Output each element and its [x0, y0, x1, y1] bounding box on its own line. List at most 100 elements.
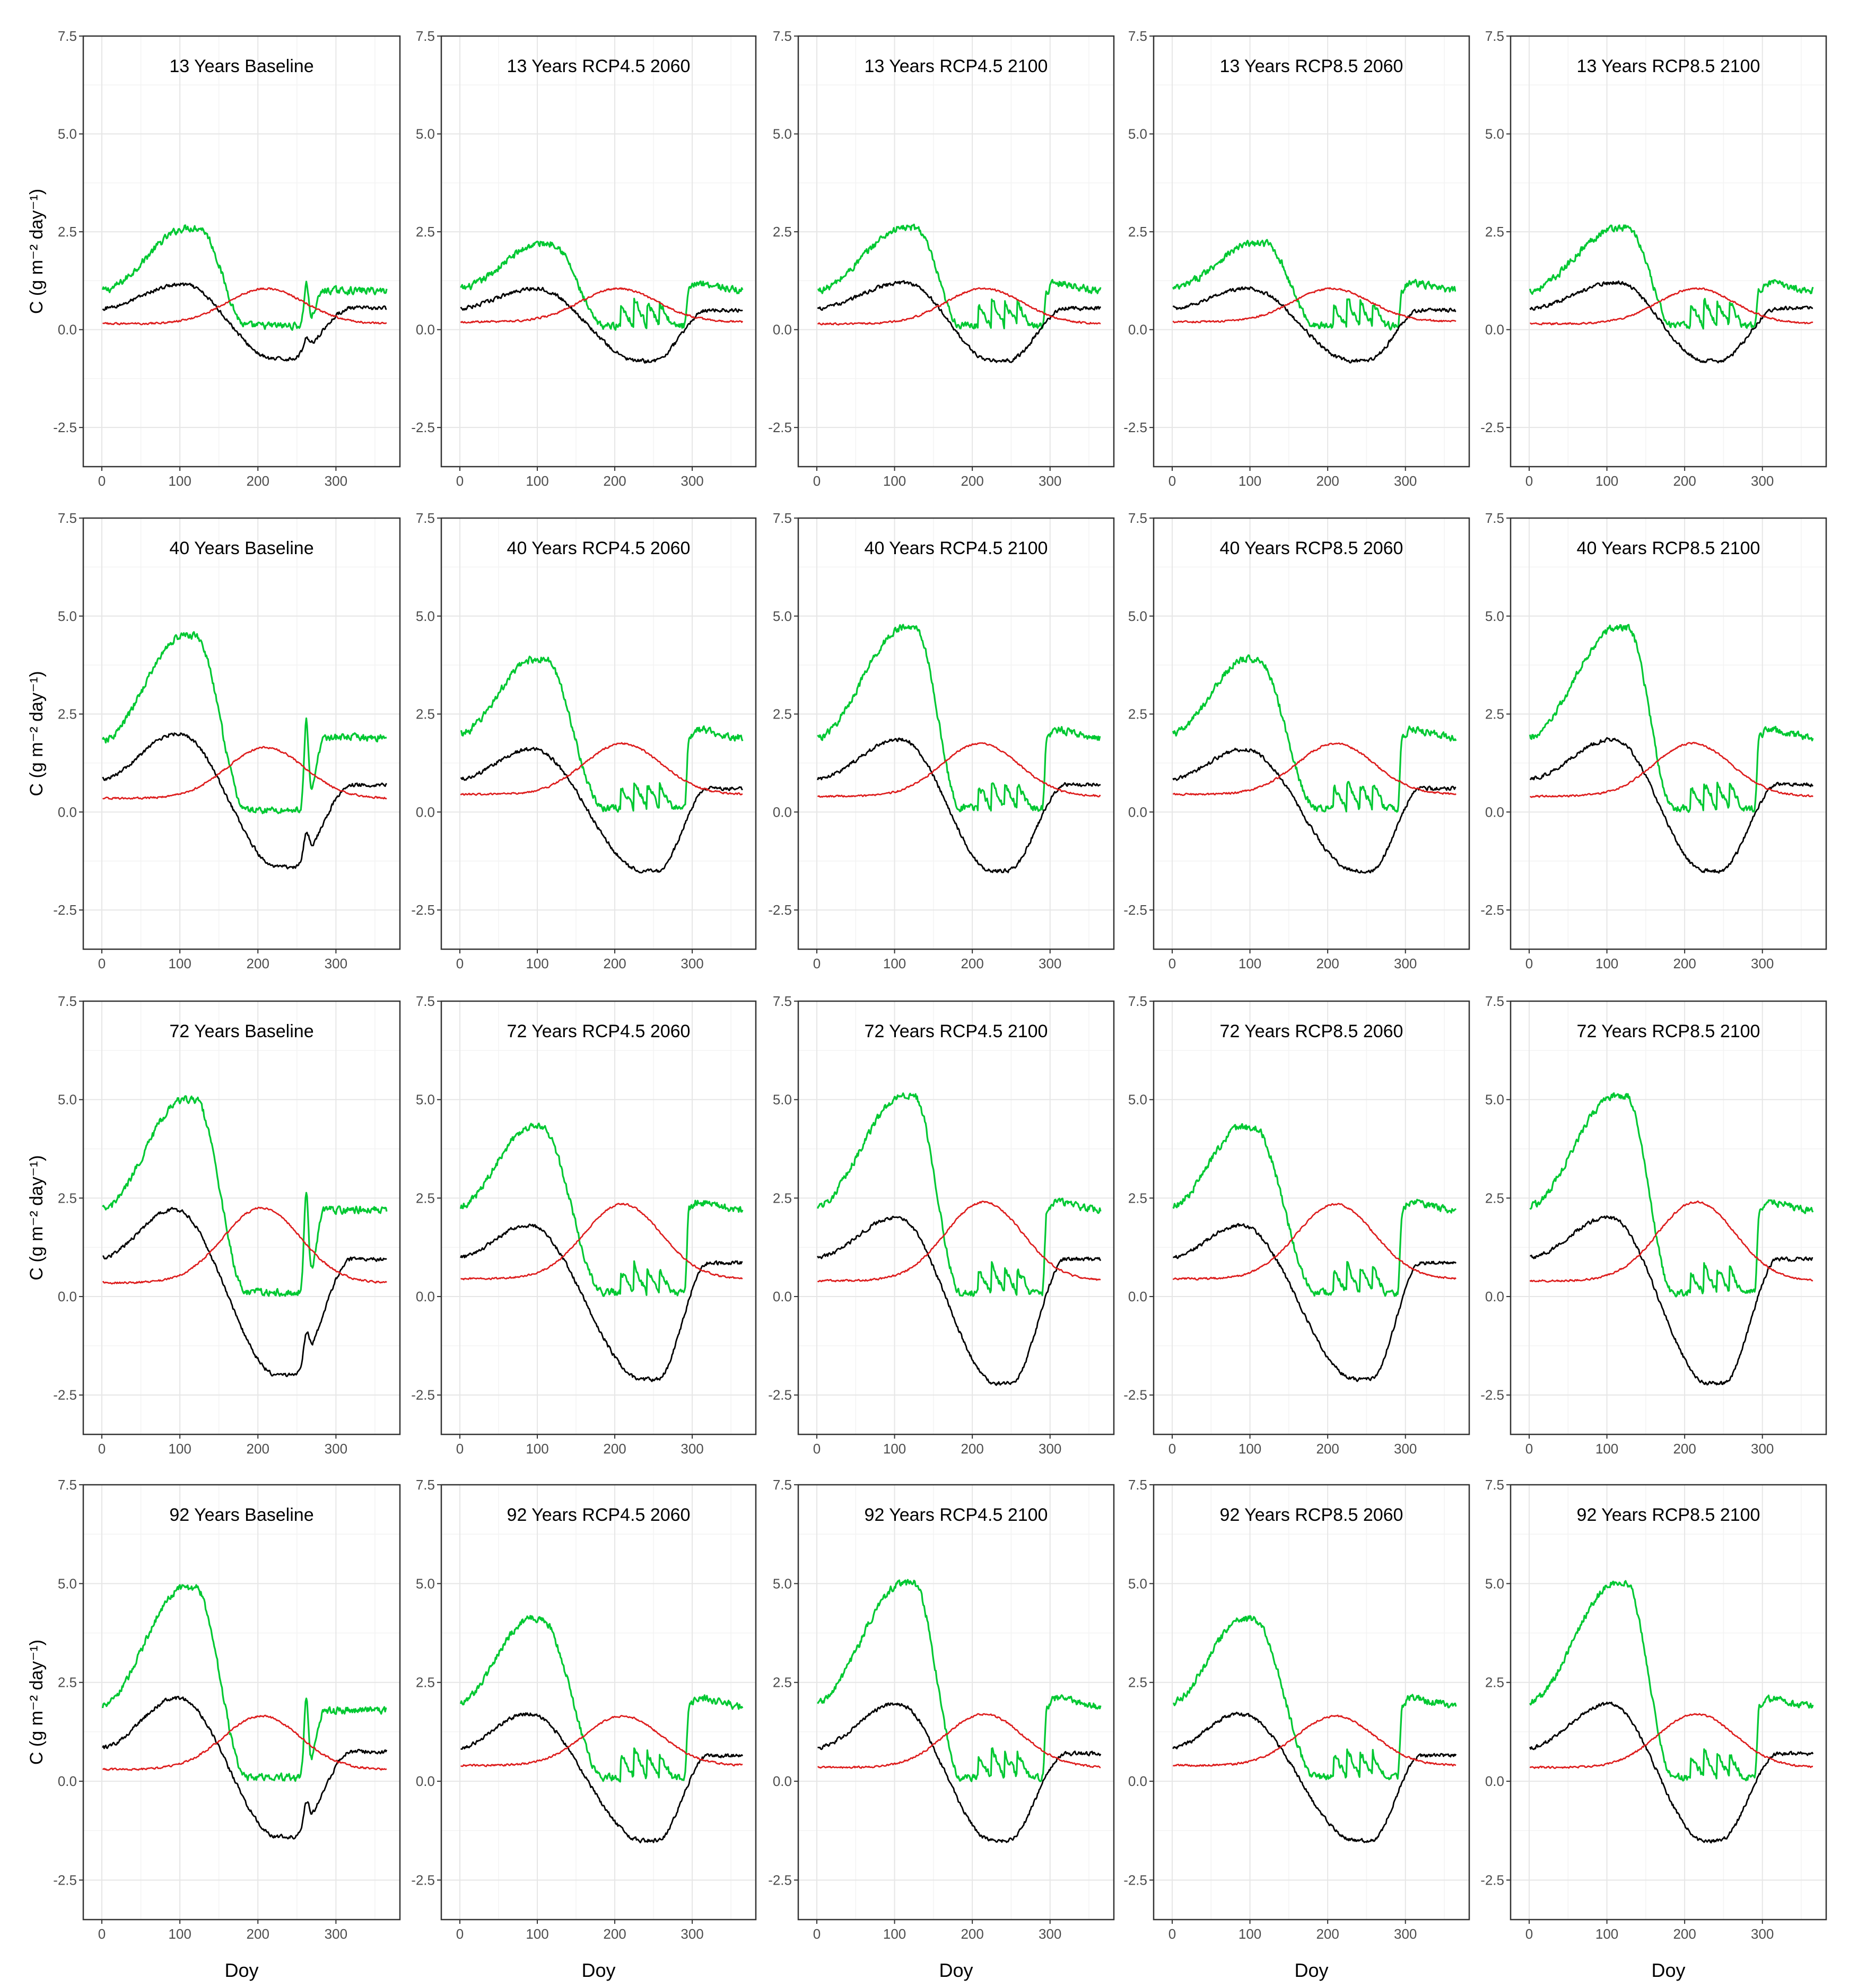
y-tick-label: 0.0	[416, 1773, 435, 1789]
panel: 92 Years RCP8.5 2100 -2.5 0.0 2.5 5.0 7.5 0 100…	[1480, 1477, 1827, 1981]
nee-black-line	[1529, 737, 1814, 874]
y-tick-label: 0.0	[1485, 804, 1504, 820]
panel-title: 40 Years Baseline	[169, 538, 313, 558]
y-tick-label: 5.0	[1485, 126, 1504, 142]
nee-black-line	[102, 1695, 388, 1840]
y-tick-label: -2.5	[1123, 1872, 1147, 1888]
panel: 40 Years RCP4.5 2100 -2.5 0.0 2.5 5.0 7.5 0 100…	[768, 510, 1115, 971]
panel-border	[82, 35, 401, 468]
x-tick-label: 100	[883, 956, 906, 971]
x-tick-label: 0	[813, 956, 821, 971]
nee-black-line	[1172, 748, 1456, 874]
y-tick-label: 7.5	[58, 1477, 77, 1493]
x-tick-label: 200	[1673, 1926, 1696, 1942]
panel-border	[82, 1484, 401, 1921]
gpp-green-line	[101, 1584, 387, 1782]
y-tick-label: 2.5	[773, 1675, 792, 1691]
y-tick-label: 7.5	[416, 1477, 435, 1493]
y-tick-label: 2.5	[58, 1190, 77, 1206]
x-tick-label: 300	[325, 956, 347, 971]
x-axis-title: Doy	[581, 1959, 615, 1981]
x-tick-label: 0	[1525, 956, 1533, 971]
nee-black-line	[1529, 1701, 1814, 1844]
nee-black-line	[817, 737, 1101, 873]
x-tick-label: 300	[681, 1926, 703, 1942]
y-tick-label: -2.5	[53, 1872, 77, 1888]
nee-black-line	[817, 1215, 1102, 1386]
panel: 92 Years RCP4.5 2100 -2.5 0.0 2.5 5.0 7.5 0 100…	[768, 1477, 1115, 1981]
panel: 40 Years RCP8.5 2100 -2.5 0.0 2.5 5.0 7.5 0 100…	[1480, 510, 1827, 971]
x-tick-label: 200	[1673, 473, 1696, 489]
reco-red-line	[1529, 1200, 1813, 1283]
panel-background	[441, 36, 756, 467]
y-tick-label: 7.5	[773, 510, 792, 526]
y-tick-label: 2.5	[1128, 1675, 1147, 1691]
panel-border	[440, 1000, 757, 1435]
x-tick-label: 300	[681, 473, 703, 489]
y-tick-label: 0.0	[58, 1289, 77, 1304]
x-tick-label: 0	[98, 1926, 106, 1942]
y-axis-title: C (g m⁻² day⁻¹)	[27, 671, 47, 796]
x-tick-label: 300	[325, 1441, 347, 1457]
y-tick-label: -2.5	[411, 419, 435, 435]
panel-title: 13 Years RCP4.5 2100	[865, 56, 1048, 76]
x-tick-label: 200	[1673, 956, 1696, 971]
y-tick-label: 2.5	[1485, 1190, 1504, 1206]
x-tick-label: 0	[98, 1441, 106, 1457]
x-tick-label: 200	[247, 1926, 269, 1942]
x-tick-label: 300	[325, 473, 347, 489]
panel-title: 40 Years RCP4.5 2100	[865, 538, 1048, 558]
panel-border	[82, 1000, 401, 1435]
y-tick-label: 7.5	[773, 1477, 792, 1493]
panel-title: 92 Years RCP4.5 2060	[507, 1505, 691, 1525]
y-tick-label: 5.0	[416, 1575, 435, 1591]
y-tick-label: 5.0	[1128, 126, 1147, 142]
reco-red-line	[460, 1203, 743, 1281]
panel-title: 92 Years RCP8.5 2100	[1577, 1505, 1760, 1525]
x-tick-label: 100	[1595, 1926, 1618, 1942]
panel-title: 92 Years RCP4.5 2100	[865, 1505, 1048, 1525]
y-tick-label: 5.0	[1128, 1575, 1147, 1591]
y-tick-label: 2.5	[773, 1190, 792, 1206]
x-tick-label: 0	[1525, 1441, 1533, 1457]
x-tick-label: 200	[961, 1441, 983, 1457]
x-axis-title: Doy	[224, 1959, 258, 1981]
y-tick-label: 7.5	[58, 28, 77, 44]
gpp-green-line	[1172, 1123, 1457, 1297]
panel-border	[440, 35, 757, 468]
panel-background	[798, 36, 1114, 467]
y-tick-label: 5.0	[773, 1575, 792, 1591]
y-tick-label: 7.5	[1485, 993, 1504, 1009]
y-tick-label: 2.5	[1485, 706, 1504, 722]
x-tick-label: 300	[1394, 473, 1417, 489]
x-tick-label: 100	[526, 1441, 548, 1457]
reco-red-line	[1530, 741, 1813, 798]
y-tick-label: 7.5	[416, 28, 435, 44]
panel-title: 13 Years RCP8.5 2100	[1577, 56, 1760, 76]
y-tick-label: 0.0	[1485, 1773, 1504, 1789]
x-tick-label: 100	[1595, 1441, 1618, 1457]
x-axis-title: Doy	[939, 1959, 973, 1981]
y-tick-label: -2.5	[1480, 902, 1504, 918]
x-tick-label: 0	[456, 956, 464, 971]
gpp-green-line	[1173, 1615, 1457, 1781]
x-tick-label: 300	[1394, 1926, 1417, 1942]
reco-red-line	[1172, 287, 1456, 323]
gpp-green-line	[1529, 224, 1814, 330]
reco-red-line	[1530, 287, 1813, 326]
reco-red-line	[102, 287, 387, 326]
panel-background	[798, 518, 1114, 949]
gpp-green-line	[817, 223, 1102, 330]
nee-black-line	[102, 732, 388, 870]
reco-red-line	[1172, 1203, 1456, 1281]
panel-border	[82, 517, 401, 950]
y-tick-label: 2.5	[1128, 1190, 1147, 1206]
y-tick-label: 7.5	[773, 28, 792, 44]
y-tick-label: 7.5	[1485, 1477, 1504, 1493]
y-tick-label: 2.5	[773, 706, 792, 722]
panel-background	[1154, 1485, 1469, 1920]
panel-title: 72 Years RCP4.5 2060	[507, 1021, 691, 1041]
x-tick-label: 100	[168, 473, 191, 489]
y-tick-label: 7.5	[1485, 510, 1504, 526]
x-tick-label: 100	[883, 1926, 906, 1942]
